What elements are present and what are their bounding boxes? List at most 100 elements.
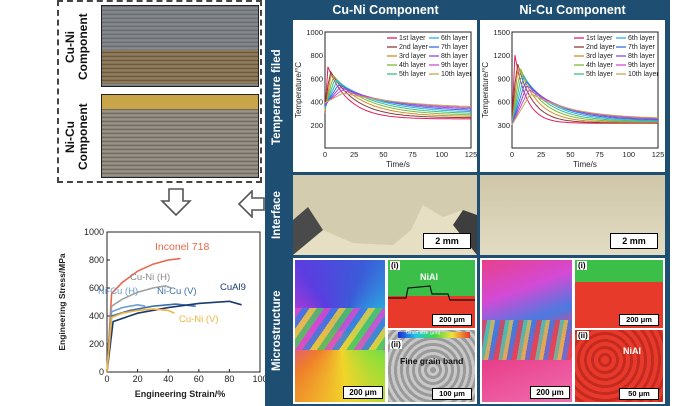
temp-plot-frame (511, 31, 659, 149)
temp-x-tick: 125 (652, 150, 665, 159)
y-tick-label: 800 (89, 255, 104, 265)
col-header-ni-cu: Ni-Cu Component (519, 3, 626, 17)
sem-image-ii: Grain size (μm) (ii) Fine grain band 100… (388, 330, 475, 402)
ni-cu-component-photo (101, 94, 259, 178)
temp-curve (324, 92, 472, 107)
micro-cell-cu-ni: 200 μm (i) NiAl 200 μm Grain size (μm) (… (293, 258, 477, 404)
legend-label: 5th layer (586, 71, 614, 78)
stress-strain-chart: 02040608010002004006008001000 Engineerin… (57, 227, 265, 399)
col-header-cu-ni: Cu-Ni Component (332, 3, 439, 17)
temp-curve (511, 63, 658, 125)
label-nicu-v: Ni-Cu (V) (157, 286, 197, 297)
legend-label: 5th layer (399, 71, 427, 78)
x-tick-label: 100 (252, 374, 265, 384)
legend-label: 7th layer (441, 44, 469, 51)
legend-label: 9th layer (628, 62, 656, 69)
legend-label: 4th layer (399, 62, 427, 69)
y-tick-label: 1000 (84, 227, 104, 237)
component-photos-frame: Cu-Ni Component Ni-Cu Component (57, 0, 262, 183)
temp-x-tick: 0 (323, 150, 327, 159)
scalebar-micro-ni-cu-ii: 50 μm (619, 388, 659, 400)
temp-y-tick: 600 (497, 98, 510, 107)
y-tick-label: 0 (99, 367, 104, 377)
series-line (106, 300, 242, 373)
y-tick-label: 200 (89, 339, 104, 349)
nial-label-ii: NiAl (623, 346, 641, 356)
temp-x-tick: 25 (537, 150, 545, 159)
temp-x-tick: 75 (595, 150, 603, 159)
legend-label: 10th layer (441, 71, 472, 78)
micro-cell-ni-cu: 200 μm (i) 200 μm (ii) NiAl 50 μm (480, 258, 665, 404)
temp-curve (511, 67, 659, 125)
temp-ylabel: Temperature/°C (294, 62, 303, 118)
temp-curve (511, 68, 658, 125)
cu-ni-component-photo (101, 5, 259, 87)
y-tick-label: 600 (89, 283, 104, 293)
x-tick-label: 20 (133, 374, 143, 384)
temp-x-tick: 50 (379, 150, 387, 159)
legend-label: 9th layer (441, 62, 469, 69)
temp-y-tick: 800 (310, 51, 323, 60)
legend-label: 8th layer (441, 53, 469, 60)
temp-y-tick: 1200 (493, 51, 510, 60)
temp-x-tick: 125 (465, 150, 477, 159)
scalebar-micro-i: 200 μm (432, 314, 472, 326)
temp-curve (324, 87, 472, 110)
temp-x-tick: 75 (408, 150, 416, 159)
temp-curve (324, 70, 471, 119)
phase-map-i: (i) NiAl 200 μm (388, 260, 475, 328)
legend-label: 1st layer (399, 35, 426, 42)
legend-label: 7th layer (628, 44, 656, 51)
temp-chart-ni-cu: 0 25 50 75 100 125 300 600 900 1200 1500 Time/s Temp… (481, 28, 665, 169)
interface-cell-cu-ni: 2 mm (293, 175, 477, 255)
temp-plot-frame (324, 31, 472, 149)
label-cual9: CuAl9 (220, 282, 246, 293)
legend-label: 1st layer (586, 35, 613, 42)
temp-cell-cu-ni: 0 25 50 75 100 125 200 400 600 800 1000 Time/s Tempe… (293, 20, 477, 172)
stress-plot-frame (106, 231, 261, 373)
x-tick-label: 0 (104, 374, 109, 384)
temp-chart-cu-ni: 0 25 50 75 100 125 200 400 600 800 1000 Time/s Tempe… (294, 28, 477, 169)
legend-label: 6th layer (628, 35, 656, 42)
temp-y-tick: 200 (310, 121, 323, 130)
temp-curve (511, 93, 659, 126)
micro-label-ni-cu-ii: (ii) (577, 331, 589, 340)
label-nicu-h: Ni-Cu (H) (98, 286, 138, 297)
temp-y-tick: 400 (310, 98, 323, 107)
legend-label: 2nd layer (586, 44, 615, 51)
scalebar-interface-cu-ni: 2 mm (423, 233, 471, 249)
nial-label-i: NiAl (420, 272, 438, 282)
fine-grain-label: Fine grain band (400, 356, 464, 366)
phase-map-ni-cu-ii: (ii) NiAl 50 μm (575, 330, 663, 402)
ebsd-map-ni-cu (482, 260, 572, 402)
micro-label-ni-cu-i: (i) (577, 261, 587, 270)
temp-xlabel: Time/s (386, 160, 410, 169)
legend-label: 8th layer (628, 53, 656, 60)
row-label-interface: Interface (271, 191, 283, 239)
cu-ni-photo-label: Cu-Ni Component (63, 13, 90, 81)
temp-xlabel: Time/s (573, 160, 597, 169)
series-line (106, 285, 172, 373)
row-label-temperature: Temperature filed (271, 49, 283, 145)
temp-curve (324, 84, 472, 111)
legend-label: 4th layer (586, 62, 614, 69)
x-tick-label: 80 (224, 374, 234, 384)
label-inconel: Inconel 718 (155, 241, 209, 253)
temp-x-tick: 25 (350, 150, 358, 159)
temp-curve (511, 85, 659, 125)
legend-label: 3rd layer (399, 53, 427, 60)
legend-label: 6th layer (441, 35, 469, 42)
arrow-down-icon (160, 188, 192, 217)
x-tick-label: 60 (194, 374, 204, 384)
series-line (106, 308, 175, 373)
temp-y-tick: 1500 (493, 28, 510, 37)
y-tick-label: 400 (89, 311, 104, 321)
phase-boundary (388, 285, 475, 301)
temp-x-tick: 100 (436, 150, 449, 159)
scalebar-interface-ni-cu: 2 mm (610, 233, 658, 249)
legend-label: 10th layer (628, 71, 659, 78)
label-cuni-v: Cu-Ni (V) (179, 314, 219, 325)
scalebar-micro-ii: 100 μm (432, 388, 472, 400)
temp-cell-ni-cu: 0 25 50 75 100 125 300 600 900 1200 1500 Time/s Temp… (480, 20, 665, 172)
temp-y-tick: 1000 (306, 28, 323, 37)
